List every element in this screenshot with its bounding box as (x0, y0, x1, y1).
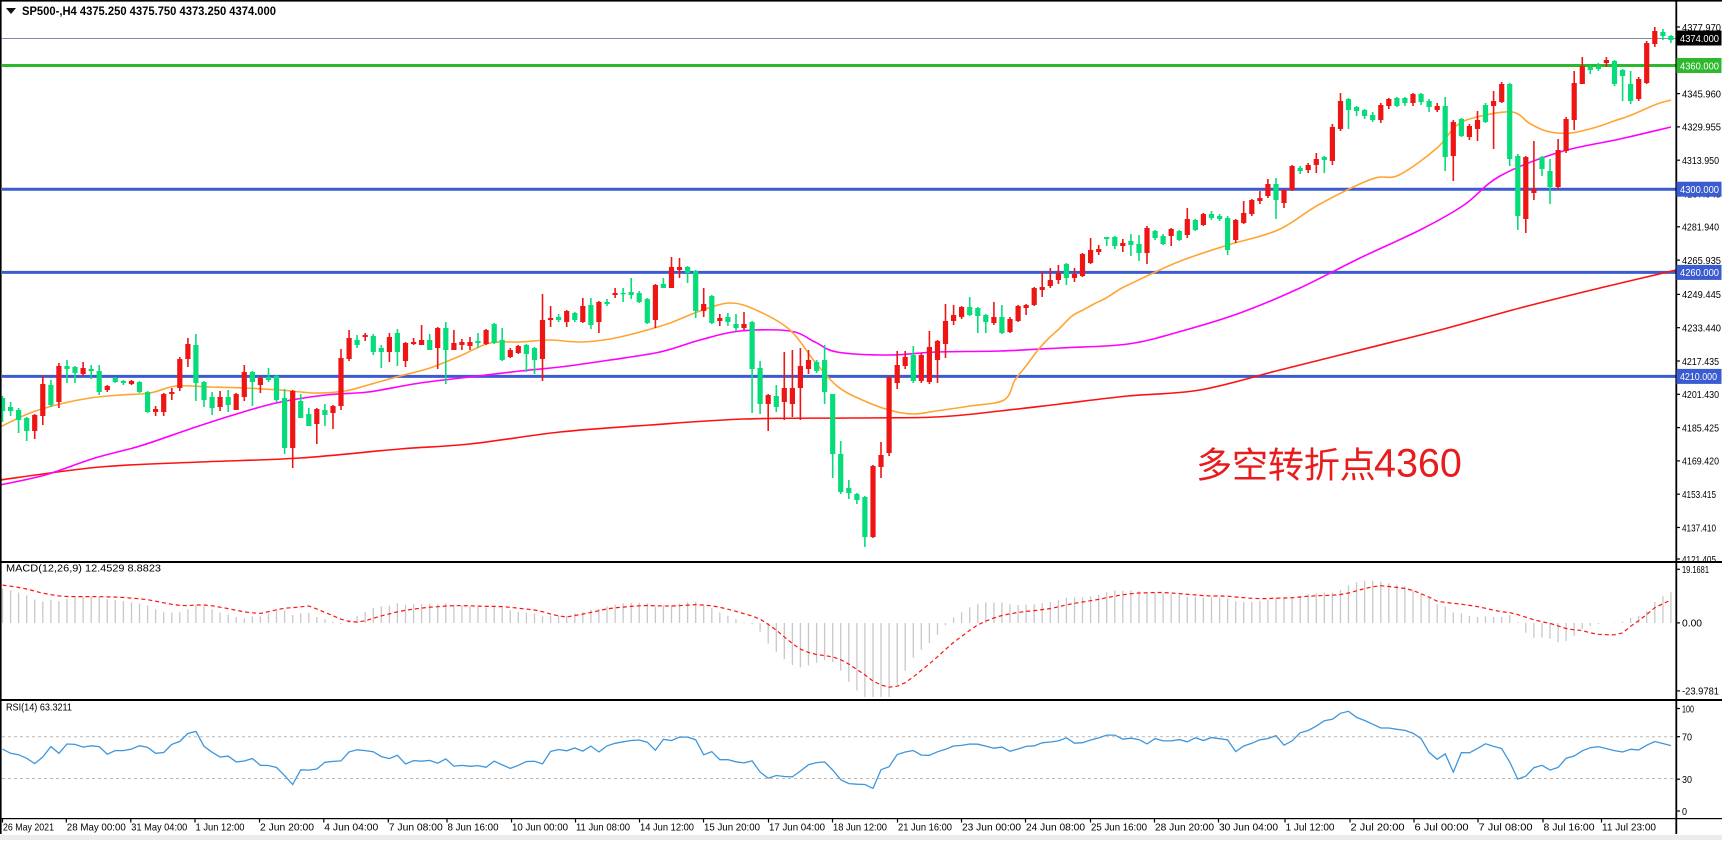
svg-text:4210.000: 4210.000 (1680, 371, 1717, 383)
svg-text:RSI(14) 63.3211: RSI(14) 63.3211 (6, 702, 72, 714)
svg-text:17 Jun 04:00: 17 Jun 04:00 (769, 822, 825, 834)
svg-text:30 Jun 04:00: 30 Jun 04:00 (1219, 822, 1278, 834)
svg-text:15 Jun 20:00: 15 Jun 20:00 (704, 822, 760, 834)
svg-text:MACD(12,26,9) 12.4529 8.8823: MACD(12,26,9) 12.4529 8.8823 (6, 563, 161, 575)
svg-text:26 May 2021: 26 May 2021 (3, 822, 54, 834)
svg-text:4360.000: 4360.000 (1680, 60, 1719, 72)
svg-text:10 Jun 00:00: 10 Jun 00:00 (512, 822, 568, 834)
svg-text:4217.435: 4217.435 (1682, 356, 1719, 368)
svg-text:4 Jun 04:00: 4 Jun 04:00 (324, 822, 378, 834)
svg-text:4233.440: 4233.440 (1682, 323, 1721, 335)
svg-text:4281.940: 4281.940 (1682, 222, 1719, 234)
svg-text:28 May 00:00: 28 May 00:00 (67, 822, 126, 834)
svg-text:19.1681: 19.1681 (1682, 564, 1709, 576)
svg-text:7 Jul 08:00: 7 Jul 08:00 (1479, 822, 1533, 834)
svg-text:4374.000: 4374.000 (1680, 33, 1719, 45)
svg-text:18 Jun 12:00: 18 Jun 12:00 (833, 822, 887, 834)
svg-text:SP500-,H4 4375.250 4375.750 4: SP500-,H4 4375.250 4375.750 4373.250 437… (22, 4, 276, 18)
svg-text:4313.950: 4313.950 (1682, 155, 1719, 167)
svg-text:11 Jul 23:00: 11 Jul 23:00 (1602, 822, 1656, 834)
svg-text:4360: 4360 (1374, 442, 1462, 486)
svg-text:11 Jun 08:00: 11 Jun 08:00 (576, 822, 630, 834)
svg-text:1 Jun 12:00: 1 Jun 12:00 (196, 822, 245, 834)
svg-text:8 Jul 16:00: 8 Jul 16:00 (1544, 822, 1595, 834)
svg-text:25 Jun 16:00: 25 Jun 16:00 (1091, 822, 1147, 834)
svg-text:2 Jul 20:00: 2 Jul 20:00 (1351, 822, 1405, 834)
svg-text:1 Jul 12:00: 1 Jul 12:00 (1286, 822, 1335, 834)
svg-text:4329.955: 4329.955 (1682, 122, 1721, 134)
svg-text:8 Jun 16:00: 8 Jun 16:00 (448, 822, 499, 834)
svg-text:14 Jun 12:00: 14 Jun 12:00 (640, 822, 694, 834)
svg-text:4137.410: 4137.410 (1682, 522, 1716, 534)
svg-text:4169.420: 4169.420 (1682, 456, 1719, 468)
svg-text:4345.960: 4345.960 (1682, 88, 1721, 100)
svg-text:4300.000: 4300.000 (1680, 184, 1719, 196)
svg-text:2 Jun 20:00: 2 Jun 20:00 (260, 822, 314, 834)
svg-text:31 May 04:00: 31 May 04:00 (131, 822, 187, 834)
svg-text:-23.9781: -23.9781 (1682, 686, 1719, 698)
svg-text:4153.415: 4153.415 (1682, 489, 1716, 501)
svg-text:21 Jun 16:00: 21 Jun 16:00 (898, 822, 952, 834)
svg-text:4201.430: 4201.430 (1682, 389, 1719, 401)
svg-text:4185.425: 4185.425 (1682, 422, 1719, 434)
svg-text:0.00: 0.00 (1682, 618, 1702, 630)
svg-text:30: 30 (1682, 774, 1692, 786)
svg-text:7 Jun 08:00: 7 Jun 08:00 (389, 822, 443, 834)
svg-text:0: 0 (1682, 806, 1687, 818)
svg-text:70: 70 (1682, 732, 1692, 744)
svg-text:4265.935: 4265.935 (1682, 255, 1721, 267)
svg-text:4121.405: 4121.405 (1682, 554, 1716, 566)
svg-text:23 Jun 00:00: 23 Jun 00:00 (962, 822, 1021, 834)
svg-text:6 Jul 00:00: 6 Jul 00:00 (1415, 822, 1469, 834)
svg-text:24 Jun 08:00: 24 Jun 08:00 (1026, 822, 1085, 834)
svg-text:100: 100 (1682, 703, 1694, 715)
svg-text:4249.445: 4249.445 (1682, 289, 1721, 301)
svg-text:4260.000: 4260.000 (1680, 267, 1719, 279)
svg-text:28 Jun 20:00: 28 Jun 20:00 (1155, 822, 1214, 834)
